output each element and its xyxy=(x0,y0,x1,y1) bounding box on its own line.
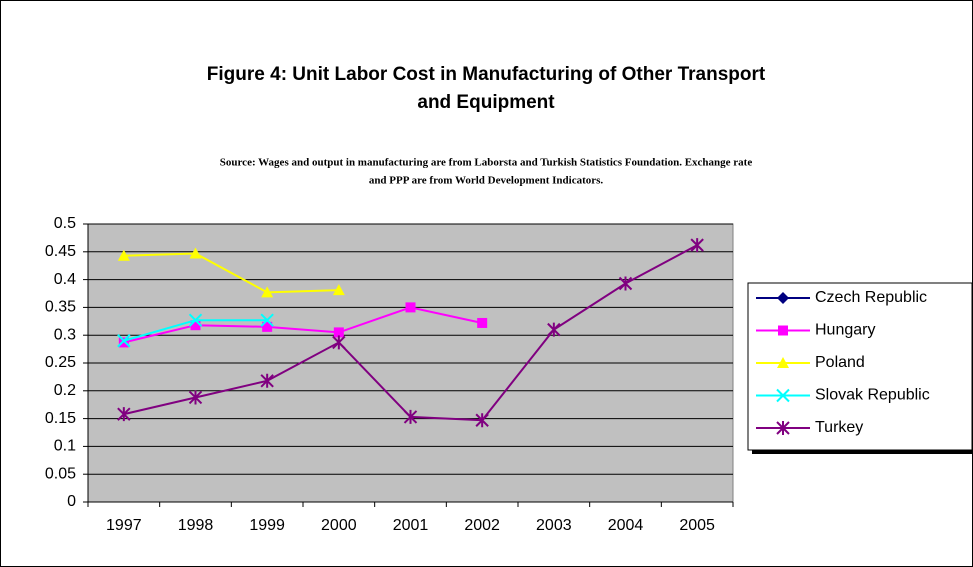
data-point xyxy=(475,413,489,428)
y-tick-label: 0 xyxy=(67,493,76,510)
series-line xyxy=(123,306,483,344)
legend-label: Czech Republic xyxy=(815,289,927,306)
data-point xyxy=(332,335,346,350)
y-tick-label: 0.2 xyxy=(54,382,76,399)
data-point xyxy=(190,320,201,331)
data-point xyxy=(477,317,488,328)
x-tick-label: 2005 xyxy=(679,517,715,534)
y-tick-label: 0.4 xyxy=(54,271,76,288)
data-point xyxy=(618,276,633,291)
legend-label: Hungary xyxy=(815,322,875,339)
x-tick-label: 1997 xyxy=(106,517,142,534)
chart-title: Figure 4: Unit Labor Cost in Manufacturi… xyxy=(207,64,766,85)
legend-label: Turkey xyxy=(815,419,863,436)
y-tick-label: 0.3 xyxy=(54,326,76,343)
y-tick-label: 0.15 xyxy=(45,410,76,427)
x-tick-label: 2003 xyxy=(536,517,572,534)
data-point xyxy=(260,313,274,327)
data-point xyxy=(189,247,202,259)
y-tick-label: 0.25 xyxy=(45,354,76,371)
data-point xyxy=(547,322,561,337)
data-point xyxy=(333,327,344,338)
data-point xyxy=(117,407,131,422)
y-tick-label: 0.35 xyxy=(45,299,76,316)
legend-marker xyxy=(777,357,789,368)
data-point xyxy=(260,373,274,388)
y-tick-label: 0.5 xyxy=(54,215,76,232)
data-point xyxy=(332,284,345,296)
data-point xyxy=(261,286,274,298)
legend-label: Poland xyxy=(815,354,865,371)
x-tick-label: 2001 xyxy=(393,517,429,534)
y-tick-label: 0.05 xyxy=(45,465,76,482)
chart-subtitle: Source: Wages and output in manufacturin… xyxy=(220,157,753,169)
y-tick-label: 0.1 xyxy=(54,438,76,455)
data-point xyxy=(690,238,704,253)
data-point xyxy=(262,321,273,332)
legend-marker xyxy=(776,421,790,435)
data-point xyxy=(405,302,416,313)
chart-subtitle: and PPP are from World Development Indic… xyxy=(369,175,604,187)
data-point xyxy=(188,313,203,327)
series-line xyxy=(123,252,339,294)
x-tick-label: 1999 xyxy=(249,517,285,534)
legend-marker xyxy=(776,388,790,403)
data-point xyxy=(117,249,130,261)
x-tick-label: 1998 xyxy=(178,517,214,534)
y-tick-label: 0.45 xyxy=(45,243,76,260)
legend-marker xyxy=(778,325,788,336)
legend-label: Slovak Republic xyxy=(815,387,930,404)
legend-marker xyxy=(777,292,789,304)
x-tick-label: 2004 xyxy=(608,517,644,534)
data-point xyxy=(118,337,129,348)
data-point xyxy=(117,334,131,348)
chart-title: and Equipment xyxy=(417,92,555,113)
data-point xyxy=(403,409,418,424)
data-point xyxy=(188,390,203,405)
x-tick-label: 2000 xyxy=(321,517,357,534)
x-tick-label: 2002 xyxy=(464,517,500,534)
